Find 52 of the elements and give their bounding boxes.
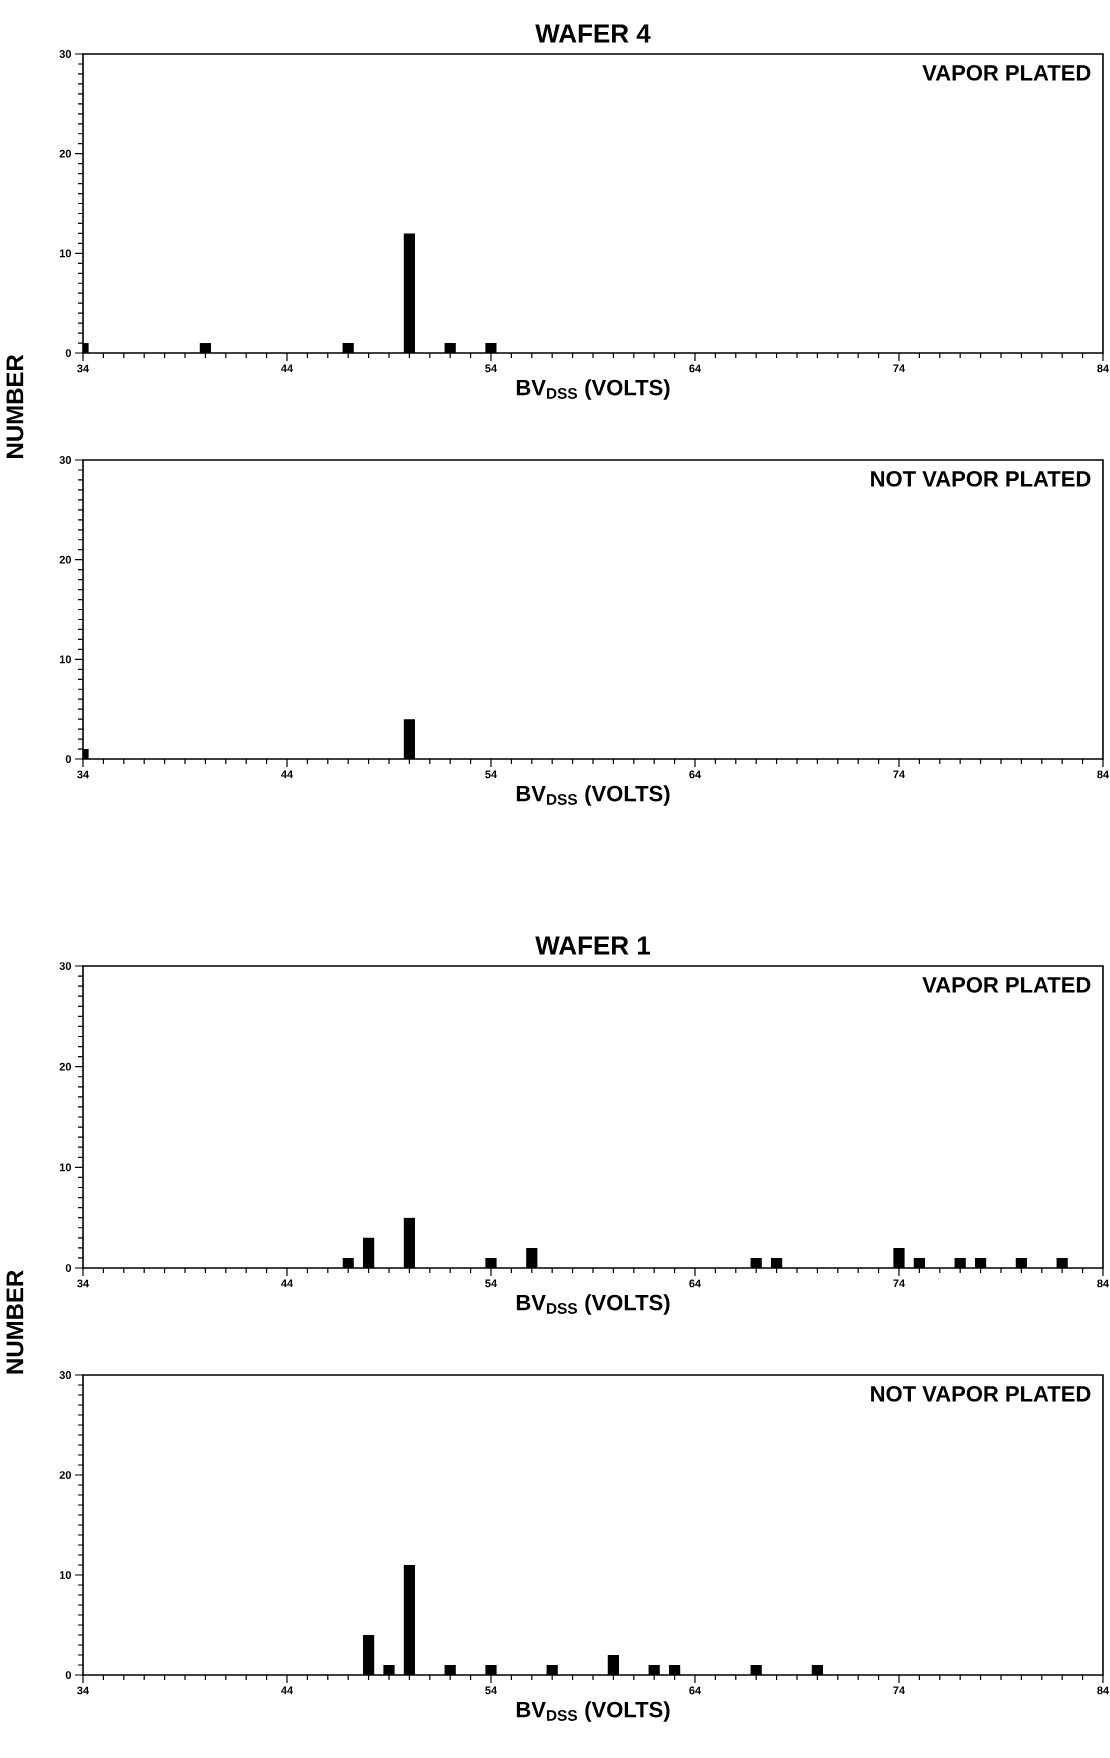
x-axis-title: BV$_{DSS}$ (VOLTS)	[516, 1294, 670, 1315]
y-tick-label: 10	[59, 1571, 72, 1579]
x-tick-label: 84	[1097, 770, 1110, 779]
x-tick-label: 64	[689, 1686, 702, 1695]
x-tick-label: 44	[281, 1686, 294, 1695]
y-tick-label: 0	[65, 1264, 72, 1272]
x-tick-label: 64	[689, 770, 702, 779]
y-tick-label: 20	[59, 555, 72, 564]
x-tick-label: 34	[77, 1686, 90, 1695]
y-tick-label: 30	[59, 50, 72, 58]
x-tick-label: 34	[77, 770, 90, 779]
x-axis-title: BV$_{DSS}$ (VOLTS)	[516, 1701, 670, 1722]
y-axis-title: NUMBER	[6, 354, 24, 458]
y-tick-label: 20	[59, 1062, 72, 1071]
x-tick-label: 74	[893, 1686, 906, 1695]
x-tick-label: 54	[485, 770, 498, 779]
y-axis-title: NUMBER	[6, 1270, 24, 1374]
y-tick-label: 0	[65, 349, 72, 357]
x-tick-label: 54	[485, 364, 498, 373]
y-tick-label: 30	[59, 962, 72, 970]
x-tick-label: 54	[485, 1686, 498, 1695]
y-tick-label: 30	[59, 1371, 72, 1379]
x-tick-label: 64	[689, 364, 702, 373]
chart-title: WAFER 1	[535, 936, 651, 955]
x-tick-label: 34	[77, 1279, 90, 1288]
annotation: VAPOR PLATED	[922, 65, 1091, 81]
x-tick-label: 84	[1097, 364, 1110, 373]
y-tick-label: 10	[59, 249, 72, 258]
y-tick-label: 20	[59, 149, 72, 158]
x-axis-title: BV$_{DSS}$ (VOLTS)	[516, 379, 670, 400]
x-tick-label: 44	[281, 364, 294, 373]
x-tick-label: 64	[689, 1279, 702, 1288]
y-tick-label: 10	[59, 655, 72, 664]
chart-title: WAFER 4	[535, 24, 651, 43]
x-tick-label: 44	[281, 1279, 294, 1288]
x-axis-title: BV$_{DSS}$ (VOLTS)	[516, 785, 670, 806]
x-tick-label: 74	[893, 1279, 906, 1288]
x-tick-label: 74	[893, 770, 906, 779]
x-tick-label: 84	[1097, 1686, 1110, 1695]
y-tick-label: 20	[59, 1471, 72, 1479]
x-tick-label: 44	[281, 770, 294, 779]
x-tick-label: 34	[77, 364, 90, 373]
annotation: NOT VAPOR PLATED	[871, 471, 1091, 487]
x-tick-label: 84	[1097, 1279, 1110, 1288]
y-tick-label: 0	[65, 755, 72, 763]
y-tick-label: 10	[59, 1163, 72, 1172]
x-tick-label: 74	[893, 364, 906, 373]
annotation: VAPOR PLATED	[922, 977, 1091, 993]
annotation: NOT VAPOR PLATED	[871, 1386, 1091, 1402]
y-tick-label: 0	[65, 1671, 72, 1679]
x-tick-label: 54	[485, 1279, 498, 1288]
y-tick-label: 30	[59, 456, 72, 464]
